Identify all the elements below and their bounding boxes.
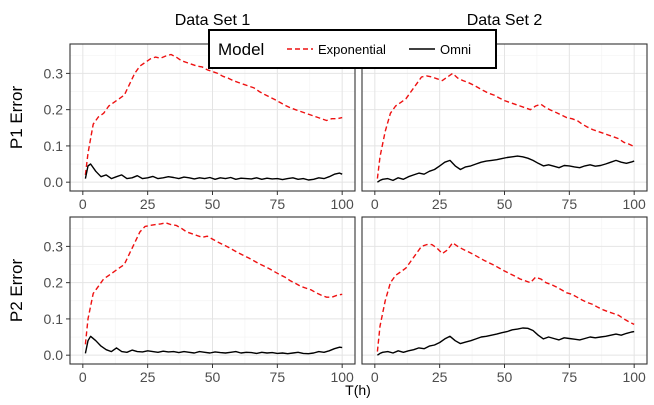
y-tick-label: 0.0 bbox=[44, 347, 64, 363]
series-line-omni bbox=[377, 327, 635, 356]
x-tick-label: 100 bbox=[622, 369, 646, 385]
x-axis-title: T(h) bbox=[345, 382, 371, 398]
series-line-omni bbox=[377, 155, 635, 183]
x-tick-label: 100 bbox=[330, 369, 354, 385]
x-tick-label: 0 bbox=[371, 369, 379, 385]
facet-column-title: Data Set 1 bbox=[175, 12, 251, 29]
x-tick-label: 75 bbox=[562, 369, 578, 385]
x-tick-label: 75 bbox=[270, 369, 286, 385]
x-tick-label: 100 bbox=[330, 196, 354, 212]
y-tick-label: 0.2 bbox=[44, 275, 64, 291]
legend-box bbox=[208, 29, 497, 69]
y-tick-label: 0.2 bbox=[44, 102, 64, 118]
legend-label-omni: Omni bbox=[440, 42, 471, 57]
series-line-exponential bbox=[376, 72, 635, 179]
x-tick-label: 50 bbox=[205, 369, 221, 385]
x-tick-label: 100 bbox=[622, 196, 646, 212]
x-tick-label: 50 bbox=[205, 196, 221, 212]
y-tick-label: 0.3 bbox=[44, 65, 64, 81]
y-axis-title: P1 Error bbox=[7, 86, 26, 150]
x-tick-label: 0 bbox=[371, 196, 379, 212]
y-tick-label: 0.1 bbox=[44, 138, 64, 154]
x-tick-label: 25 bbox=[432, 369, 448, 385]
x-tick-label: 25 bbox=[140, 369, 156, 385]
legend-title: Model bbox=[218, 40, 264, 59]
y-tick-label: 0.1 bbox=[44, 311, 64, 327]
series-line-exponential bbox=[84, 222, 343, 345]
series-line-exponential bbox=[376, 242, 635, 352]
series-line-omni bbox=[84, 163, 343, 181]
y-tick-label: 0.0 bbox=[44, 174, 64, 190]
x-tick-label: 0 bbox=[79, 196, 87, 212]
x-tick-label: 50 bbox=[497, 196, 513, 212]
x-tick-label: 25 bbox=[140, 196, 156, 212]
y-tick-label: 0.3 bbox=[44, 238, 64, 254]
x-tick-label: 50 bbox=[497, 369, 513, 385]
series-line-omni bbox=[84, 335, 343, 355]
series-line-exponential bbox=[84, 53, 343, 175]
x-tick-label: 75 bbox=[270, 196, 286, 212]
x-tick-label: 0 bbox=[79, 369, 87, 385]
x-tick-label: 25 bbox=[432, 196, 448, 212]
y-axis-title: P2 Error bbox=[7, 259, 26, 323]
facet-column-title: Data Set 2 bbox=[467, 12, 543, 29]
x-tick-label: 75 bbox=[562, 196, 578, 212]
legend-label-exponential: Exponential bbox=[318, 42, 386, 57]
